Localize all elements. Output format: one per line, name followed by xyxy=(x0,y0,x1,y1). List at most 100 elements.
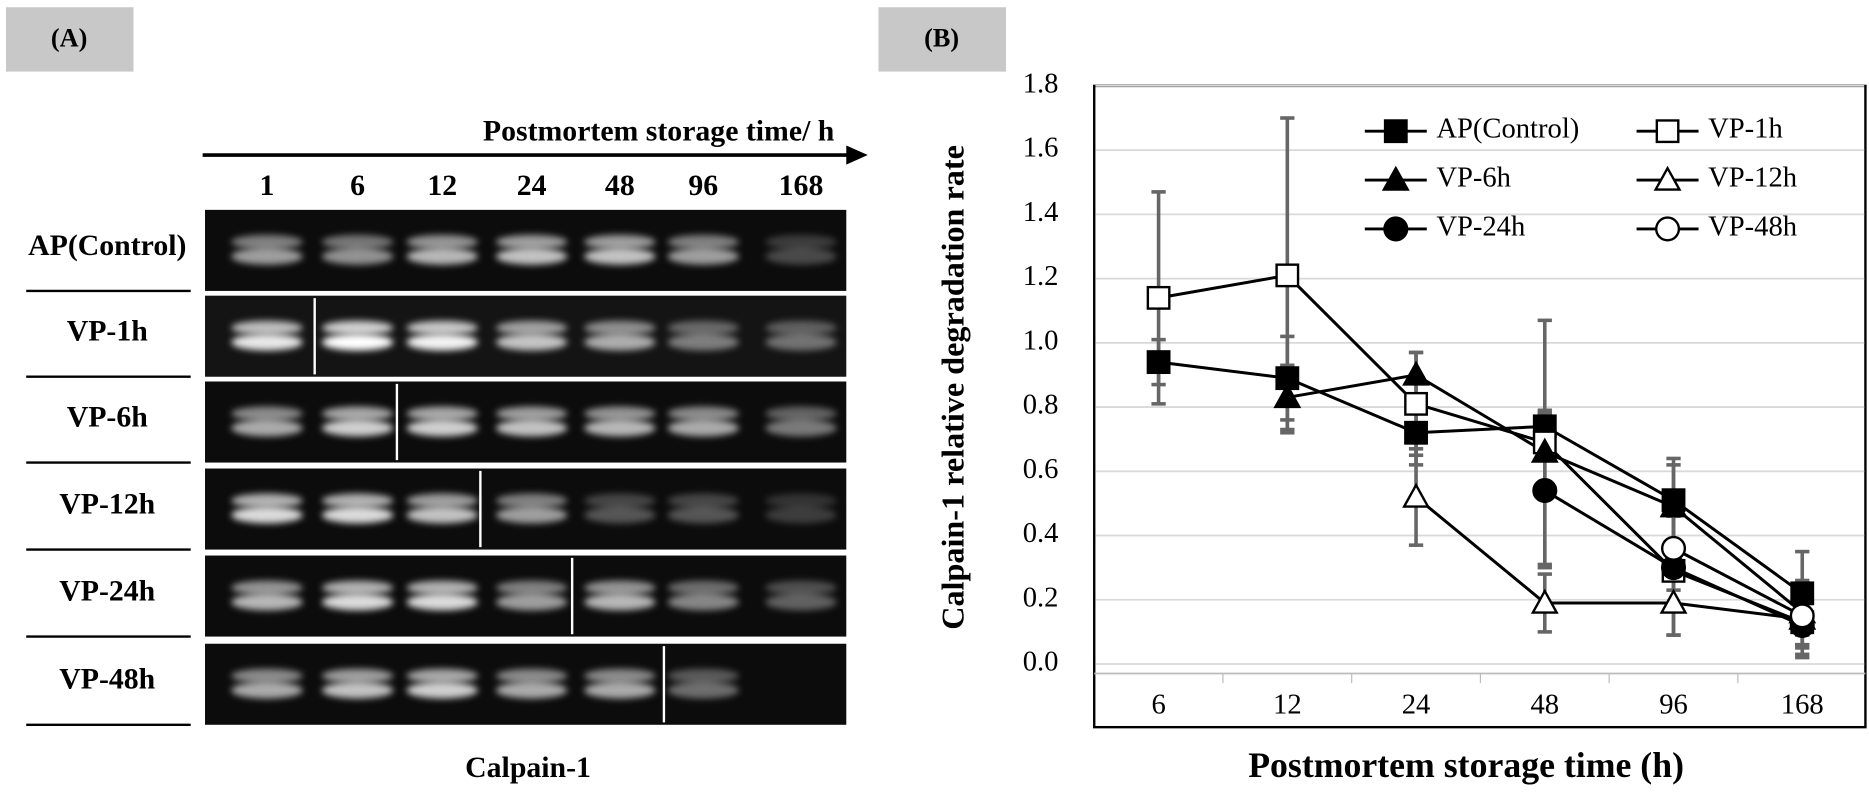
marker xyxy=(1146,350,1171,375)
y-tick-label: 0.0 xyxy=(1023,647,1059,678)
gel-band xyxy=(495,419,568,437)
marker xyxy=(1530,437,1559,463)
panel-label-box xyxy=(878,7,1007,72)
marker xyxy=(1402,360,1430,386)
gel-band xyxy=(231,234,303,250)
gel-band xyxy=(765,406,837,421)
legend-label: VP-1h xyxy=(1708,114,1783,145)
marker xyxy=(1661,535,1687,561)
legend-label: VP-6h xyxy=(1436,163,1511,194)
marker xyxy=(1402,482,1430,508)
gel-band xyxy=(584,333,656,351)
gel-band xyxy=(321,333,394,351)
y-tick-label: 0.6 xyxy=(1023,454,1059,485)
legend-marker xyxy=(1381,165,1410,191)
panel-label: (A) xyxy=(51,24,87,53)
marker xyxy=(1404,420,1428,445)
series-line xyxy=(1415,495,1803,621)
x-tick-label: 6 xyxy=(1151,689,1165,720)
gel-band xyxy=(406,320,478,336)
gel-band xyxy=(406,580,478,595)
gel-band xyxy=(667,406,740,421)
gel-band xyxy=(495,333,568,351)
gel-band xyxy=(584,681,656,699)
gel-band xyxy=(231,493,303,508)
gel-band xyxy=(231,681,303,699)
gel-band xyxy=(584,248,656,265)
legend-label: AP(Control) xyxy=(1436,114,1579,145)
gel-band xyxy=(667,419,740,437)
row-label: VP-48h xyxy=(59,663,155,696)
gel-band xyxy=(765,493,837,508)
gel-band xyxy=(321,668,394,684)
gel-band xyxy=(231,419,303,437)
row-label: VP-6h xyxy=(67,400,149,433)
gel-band xyxy=(765,248,837,265)
gel-band xyxy=(584,419,656,437)
legend-label: VP-48h xyxy=(1708,211,1797,242)
legend-marker xyxy=(1655,119,1680,144)
gel-band xyxy=(231,580,303,595)
gel-band xyxy=(321,493,394,508)
marker xyxy=(1532,478,1558,504)
gel-band xyxy=(667,234,740,250)
y-tick-label: 1.8 xyxy=(1023,68,1059,99)
gel-band xyxy=(231,320,303,336)
gel-band xyxy=(406,593,478,611)
marker xyxy=(1789,603,1815,629)
gel-band xyxy=(495,580,568,595)
marker xyxy=(1146,285,1171,310)
gel-band xyxy=(321,593,394,611)
panel-label-box xyxy=(5,7,134,72)
gel-band xyxy=(321,406,394,421)
gel-band xyxy=(406,248,478,265)
lane-label: 6 xyxy=(350,169,365,202)
gel-band xyxy=(321,580,394,595)
gel-band xyxy=(584,668,656,684)
y-tick-label: 0.8 xyxy=(1023,390,1059,421)
gel-band xyxy=(321,320,394,336)
gel-band xyxy=(584,593,656,611)
gel-band xyxy=(495,681,568,699)
gel-band xyxy=(231,333,303,351)
x-tick-label: 24 xyxy=(1402,689,1431,720)
gel-band xyxy=(584,493,656,508)
lane-label: 12 xyxy=(427,169,457,202)
y-tick-label: 0.4 xyxy=(1023,518,1059,549)
y-tick-label: 1.0 xyxy=(1023,325,1059,356)
marker xyxy=(1530,588,1559,614)
marker xyxy=(1404,391,1428,416)
gel-band xyxy=(321,506,394,524)
gel-band xyxy=(321,419,394,437)
gel-band xyxy=(406,419,478,437)
x-axis-title: Postmortem storage time (h) xyxy=(1248,745,1684,785)
gel-band xyxy=(667,493,740,508)
series-line xyxy=(1158,273,1803,624)
gel-band xyxy=(406,493,478,508)
y-tick-label: 1.6 xyxy=(1023,133,1059,164)
row-label: VP-1h xyxy=(67,315,149,348)
panel-b: (B) Postmortem storage time (h) Calpain-… xyxy=(878,7,1867,785)
markers xyxy=(1146,263,1817,638)
gel-band xyxy=(495,406,568,421)
caption: Calpain-1 xyxy=(465,751,591,784)
panel-label: (B) xyxy=(924,24,959,53)
gel-band xyxy=(765,320,837,336)
gel-band xyxy=(584,580,656,595)
gel-band xyxy=(231,248,303,265)
legend-label: VP-24h xyxy=(1436,211,1525,242)
legend-marker xyxy=(1655,216,1681,242)
gel-band xyxy=(495,493,568,508)
marker xyxy=(1275,263,1300,288)
gel-band xyxy=(321,681,394,699)
error-bars xyxy=(1151,116,1810,660)
gel-band xyxy=(667,248,740,265)
lane-label: 1 xyxy=(260,169,275,202)
gel-band xyxy=(584,234,656,250)
row-label: AP(Control) xyxy=(28,229,186,262)
gel-band xyxy=(495,248,568,265)
legend-marker xyxy=(1383,216,1409,242)
lane-label: 24 xyxy=(517,169,547,202)
gel-band xyxy=(667,506,740,524)
